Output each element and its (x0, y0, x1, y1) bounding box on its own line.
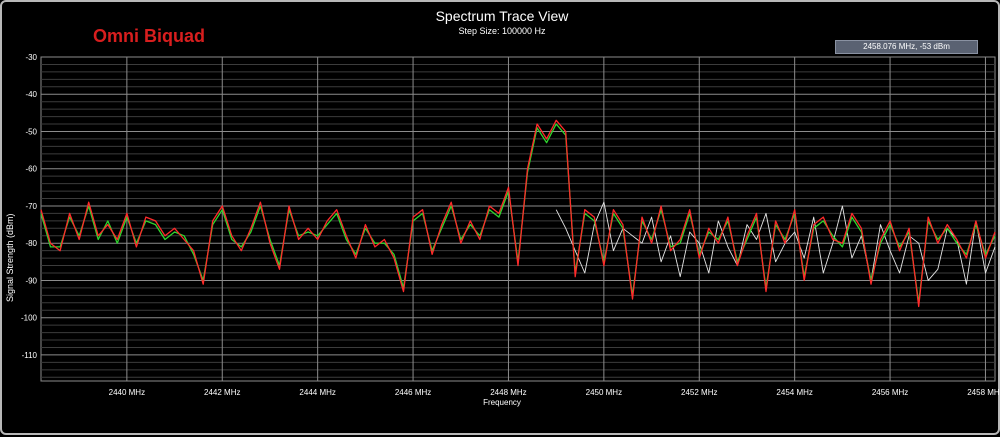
x-tick-label: 2454 MHz (776, 388, 812, 397)
y-tick-label: -40 (25, 90, 37, 99)
max-hold-trace (40, 119, 996, 308)
cursor-readout: 2458.076 MHz, -53 dBm (835, 40, 978, 54)
y-tick-label: -100 (21, 314, 38, 323)
y-tick-label: -90 (25, 276, 37, 285)
x-tick-label: 2456 MHz (872, 388, 908, 397)
chart-subtitle: Step Size: 100000 Hz (458, 26, 546, 36)
live-trace (555, 201, 996, 285)
y-tick-label: -30 (25, 53, 37, 62)
chart-title: Spectrum Trace View (435, 8, 569, 24)
antenna-annotation: Omni Biquad (93, 26, 205, 46)
x-tick-label: 2452 MHz (681, 388, 717, 397)
x-axis-label: Frequency (483, 398, 521, 407)
x-tick-label: 2458 MHz (967, 388, 1000, 397)
x-tick-label: 2442 MHz (204, 388, 240, 397)
x-tick-label: 2446 MHz (395, 388, 431, 397)
x-tick-label: 2448 MHz (490, 388, 526, 397)
y-tick-label: -60 (25, 165, 37, 174)
x-tick-label: 2440 MHz (109, 388, 145, 397)
y-tick-label: -110 (22, 351, 38, 360)
x-tick-label: 2450 MHz (586, 388, 622, 397)
y-tick-label: -50 (25, 127, 37, 136)
x-tick-label: 2444 MHz (299, 388, 335, 397)
y-tick-label: -70 (25, 202, 37, 211)
y-tick-label: -80 (25, 239, 37, 248)
